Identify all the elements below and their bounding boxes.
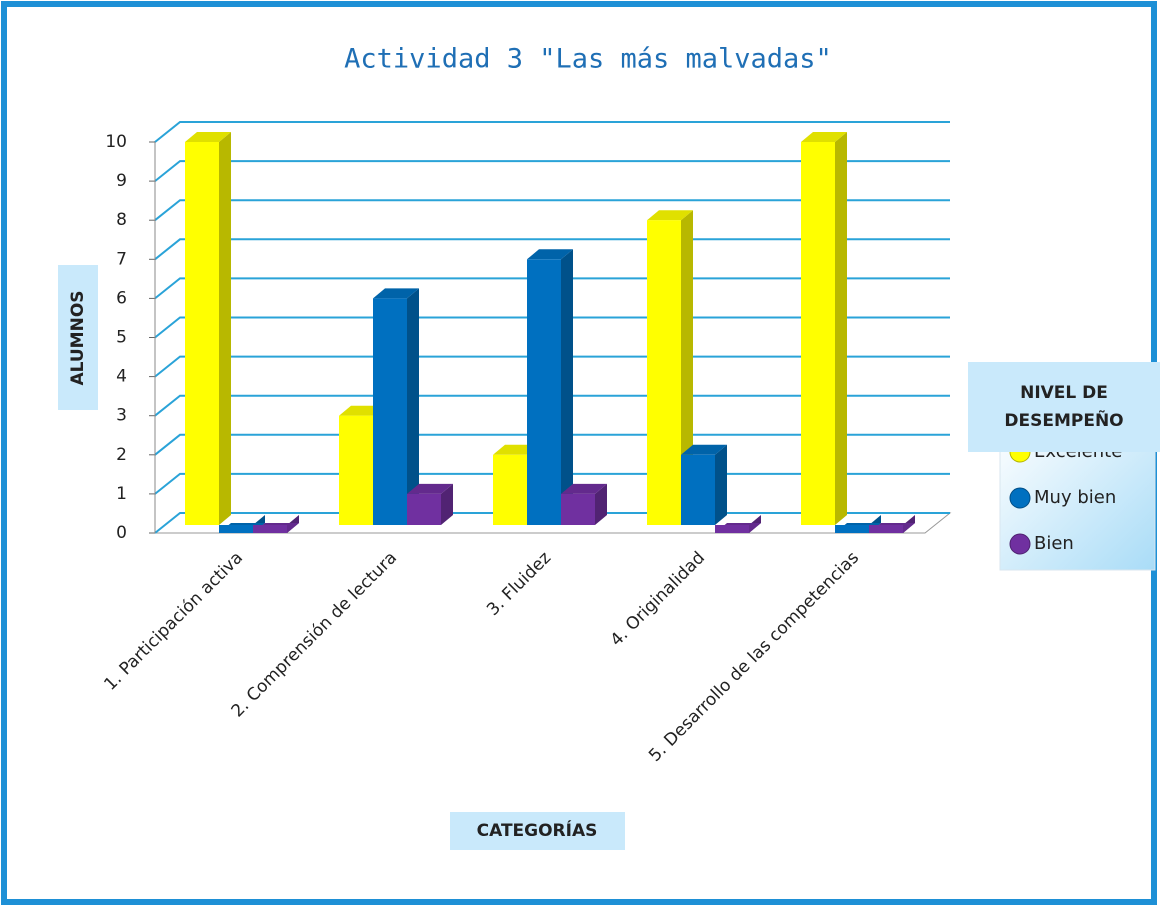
legend-title-line: NIVEL DE [1020, 383, 1108, 403]
grid-line [154, 433, 950, 456]
bar-front [339, 415, 373, 525]
y-tick-label: 1 [116, 484, 127, 504]
bar-side [595, 483, 607, 525]
bar-top [373, 288, 419, 299]
bar-side [681, 210, 693, 525]
bar-front [407, 493, 441, 525]
bar [373, 288, 419, 525]
bar-front [869, 525, 903, 533]
grid-line [154, 355, 950, 378]
bar-front [527, 259, 561, 525]
bar-front [253, 525, 287, 533]
bar-side [219, 132, 231, 525]
bar-front [561, 493, 595, 525]
grid-line [154, 199, 950, 221]
grid-line [154, 160, 950, 182]
y-tick-label: 8 [116, 210, 127, 230]
bar-front [373, 298, 407, 525]
x-label-box [450, 812, 625, 850]
bar [253, 515, 299, 533]
bar-top [681, 444, 727, 455]
bar-side [407, 288, 419, 525]
plot-area: 0 1 2 3 4 5 6 7 8 9 10 [105, 121, 952, 543]
y-tick-label: 7 [116, 249, 127, 269]
bar [715, 515, 761, 533]
bar-side [441, 483, 453, 525]
grid-line [154, 238, 950, 261]
y-tick-label: 3 [116, 406, 127, 426]
bar [527, 249, 573, 526]
legend-title-line: DESEMPEÑO [1004, 408, 1123, 431]
bar-top [185, 132, 231, 142]
legend-label: Bien [1034, 533, 1074, 554]
grid-line [154, 277, 950, 300]
y-label-box [58, 265, 98, 410]
bar-front [801, 142, 835, 525]
bar-side [561, 249, 573, 526]
y-tick-label: 10 [105, 132, 127, 152]
bar-front [493, 454, 527, 525]
legend-swatch [1009, 487, 1031, 509]
y-axis-label: ALUMNOS [68, 290, 88, 385]
chart-title: Actividad 3 "Las más malvadas" [344, 44, 832, 75]
grid-line [154, 394, 950, 417]
bar-front [835, 525, 869, 533]
legend-title: NIVEL DE DESEMPEÑO [1004, 383, 1123, 431]
bar [801, 132, 847, 525]
y-tick-label: 2 [116, 445, 127, 465]
grid-line [154, 121, 950, 143]
bar-front [185, 142, 219, 525]
bar [407, 483, 453, 525]
grid-line [154, 316, 950, 339]
bar-top [527, 249, 573, 260]
bar [647, 210, 693, 525]
bar [561, 483, 607, 525]
bar-front [219, 525, 253, 533]
bar-front [681, 454, 715, 525]
bar-top [407, 483, 453, 494]
bar-front [647, 220, 681, 525]
bar-top [561, 483, 607, 494]
y-tick-label: 0 [116, 523, 127, 543]
y-tick-label: 9 [116, 171, 127, 191]
y-tick-label: 6 [116, 288, 127, 308]
bar-top [801, 132, 847, 142]
bar-side [835, 132, 847, 525]
bar [681, 444, 727, 525]
bar-front [715, 525, 749, 533]
y-tick-label: 5 [116, 328, 127, 348]
bar-side [715, 444, 727, 525]
bar [185, 132, 231, 525]
bar [869, 515, 915, 533]
x-axis-label: CATEGORÍAS [477, 819, 598, 841]
legend-title-box [968, 362, 1160, 452]
bar-top [647, 210, 693, 221]
legend-label: Muy bien [1034, 487, 1116, 508]
y-tick-label: 4 [116, 367, 127, 387]
legend-swatch [1009, 533, 1031, 555]
